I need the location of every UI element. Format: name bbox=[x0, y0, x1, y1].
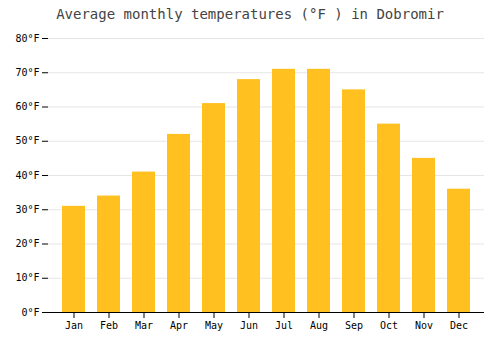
svg-text:Nov: Nov bbox=[415, 320, 433, 331]
svg-text:80°F: 80°F bbox=[15, 33, 39, 44]
svg-text:Mar: Mar bbox=[135, 320, 153, 331]
svg-text:70°F: 70°F bbox=[15, 67, 39, 78]
svg-text:Dec: Dec bbox=[450, 320, 468, 331]
svg-text:Sep: Sep bbox=[345, 320, 363, 331]
svg-text:Aug: Aug bbox=[310, 320, 328, 331]
svg-text:Oct: Oct bbox=[380, 320, 398, 331]
svg-text:Jul: Jul bbox=[275, 320, 293, 331]
svg-text:Jun: Jun bbox=[240, 320, 258, 331]
svg-text:50°F: 50°F bbox=[15, 135, 39, 146]
svg-text:40°F: 40°F bbox=[15, 170, 39, 181]
svg-text:60°F: 60°F bbox=[15, 101, 39, 112]
svg-text:Feb: Feb bbox=[100, 320, 118, 331]
svg-text:May: May bbox=[205, 320, 223, 331]
svg-text:20°F: 20°F bbox=[15, 238, 39, 249]
svg-text:10°F: 10°F bbox=[15, 272, 39, 283]
svg-text:30°F: 30°F bbox=[15, 204, 39, 215]
svg-text:Jan: Jan bbox=[65, 320, 83, 331]
svg-text:Apr: Apr bbox=[170, 320, 188, 331]
html-text:Average monthly temperatures (: Average monthly temperatures (°F ) in Do… bbox=[56, 6, 444, 22]
svg-text:0°F: 0°F bbox=[21, 307, 39, 318]
